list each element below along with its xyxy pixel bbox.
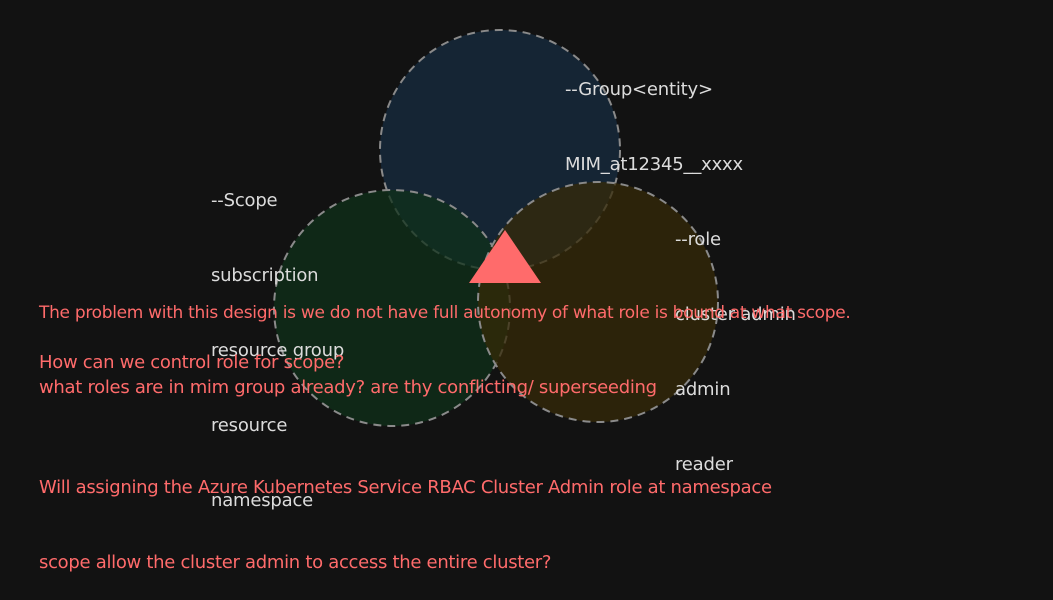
scope-label-item: resource group xyxy=(211,340,345,361)
question-note-1: How can we control role for scope? xyxy=(39,352,345,373)
group-label-name: MIM_at12345__xxxx xyxy=(565,154,743,175)
scope-label-title: --Scope xyxy=(211,190,278,211)
overlap-triangle xyxy=(469,230,541,283)
group-label: --Group<entity> MIM_at12345__xxxx xyxy=(565,27,743,202)
role-label-item: admin xyxy=(675,379,731,400)
question-note-3: Will assigning the Azure Kubernetes Serv… xyxy=(39,425,772,600)
scope-label-item: resource xyxy=(211,415,288,436)
question-note-3-line: scope allow the cluster admin to access … xyxy=(39,552,552,573)
role-label-item: cluster admin xyxy=(675,304,796,325)
role-label-item: reader xyxy=(675,454,733,475)
scope-label-item: namespace xyxy=(211,490,314,511)
role-circle xyxy=(477,181,719,423)
question-note-3-line: Will assigning the Azure Kubernetes Serv… xyxy=(39,477,772,498)
role-label: --role cluster admin admin reader xyxy=(675,177,796,502)
role-label-title: --role xyxy=(675,229,721,250)
problem-note: The problem with this design is we do no… xyxy=(39,303,851,323)
scope-label-item: subscription xyxy=(211,265,319,286)
question-note-2: what roles are in mim group already? are… xyxy=(39,377,657,398)
venn-diagram xyxy=(273,29,719,427)
group-label-title: --Group<entity> xyxy=(565,79,713,100)
scope-label: --Scope subscription resource group reso… xyxy=(211,138,344,538)
